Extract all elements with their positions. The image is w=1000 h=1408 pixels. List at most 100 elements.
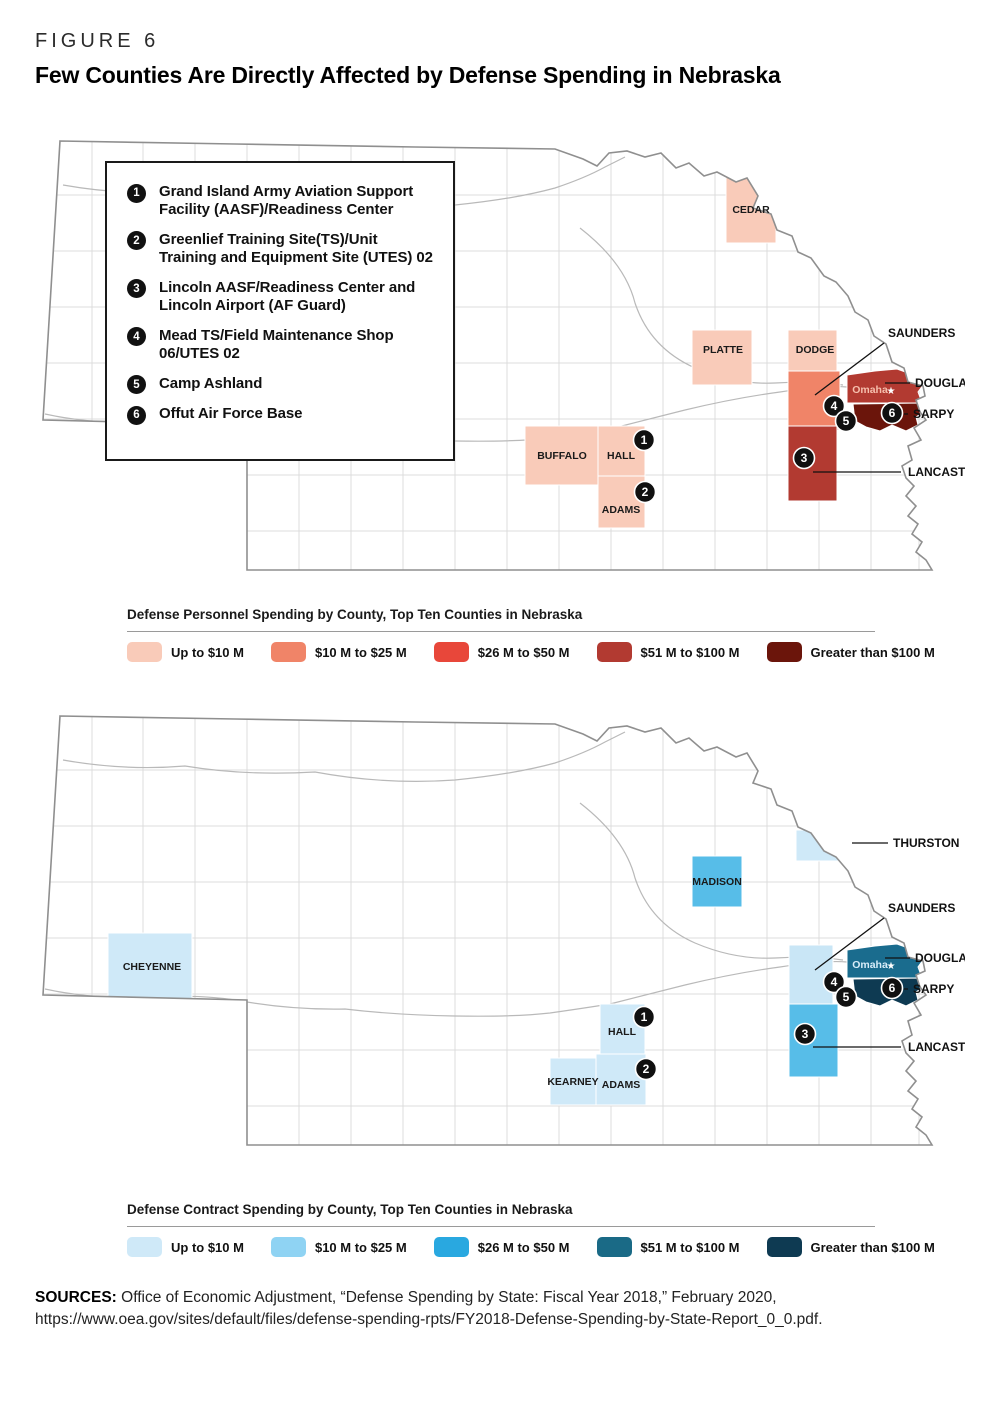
facility-item: 3 Lincoln AASF/Readiness Center and Linc… (127, 279, 439, 316)
callout-label-saunders: SAUNDERS (888, 901, 955, 915)
legend-swatch (596, 642, 632, 662)
facility-label: Greenlief Training Site(TS)/Unit Trainin… (159, 230, 433, 267)
county-shape-madison (691, 855, 743, 908)
legend-swatch (433, 1237, 469, 1257)
facility-item: 4 Mead TS/Field Maintenance Shop 06/UTES… (127, 327, 439, 364)
facility-marker-1 (632, 428, 656, 452)
facility-marker-4 (822, 394, 846, 418)
omaha-label: Omaha (852, 959, 888, 971)
county-label-adams: ADAMS (602, 504, 641, 516)
facility-number-badge: 6 (127, 405, 146, 425)
highlighted-counties (524, 169, 926, 529)
callout-label-sarpy: SARPY (913, 407, 954, 421)
legend-swatch (766, 642, 802, 662)
omaha-star-icon: ★ (887, 961, 896, 972)
county-label-buffalo: BUFFALO (537, 450, 587, 462)
county-shape-thurston (795, 829, 851, 862)
facility-label: Lincoln AASF/Readiness Center and Lincol… (159, 278, 416, 315)
county-label-kearney: KEARNEY (547, 1076, 598, 1088)
contract-legend: Defense Contract Spending by County, Top… (127, 1202, 935, 1257)
facility-label: Offut Air Force Base (159, 405, 303, 422)
callout-label-lancaster: LANCASTER (908, 465, 965, 479)
legend-label: Up to $10 M (171, 1239, 244, 1255)
county-label-cedar: CEDAR (732, 204, 770, 216)
facility-marker-number-2: 2 (642, 485, 649, 499)
facility-item: 1 Grand Island Army Aviation Support Fac… (127, 183, 439, 220)
legend-swatch (433, 642, 469, 662)
figure-title: Few Counties Are Directly Affected by De… (35, 62, 781, 88)
legend-swatch (766, 1237, 802, 1257)
facility-marker-4 (822, 970, 846, 994)
personnel-map-section: CEDAR PLATTE DODGE BUFFALO HALL ADAMS SAUNDERS… (35, 133, 965, 593)
facility-label: Grand Island Army Aviation Support Facil… (159, 183, 414, 219)
sources-note: SOURCES: Office of Economic Adjustment, … (35, 1287, 965, 1332)
facility-item: 6 Offut Air Force Base (127, 405, 439, 425)
omaha-label: Omaha (852, 384, 888, 396)
state-outline (42, 140, 934, 571)
legend-label: $51 M to $100 M (640, 1239, 740, 1255)
county-label-dodge: DODGE (796, 344, 835, 356)
legend-item: $26 M to $50 M (433, 1237, 570, 1257)
county-label-adams: ADAMS (602, 1079, 641, 1091)
callout-label-saunders: SAUNDERS (888, 326, 955, 340)
facility-marker-number-4: 4 (831, 399, 838, 413)
contract-map-canvas: CHEYENNE MADISON KEARNEY HALL ADAMS THURSTON S… (35, 708, 965, 1168)
county-shape-platte (691, 329, 753, 386)
legend-label: $26 M to $50 M (477, 1239, 570, 1255)
figure-label: FIGURE 6 (35, 30, 160, 52)
omaha-star-icon: ★ (887, 386, 896, 397)
facility-marker-number-5: 5 (843, 990, 850, 1004)
nebraska-map-svg: CHEYENNE MADISON KEARNEY HALL ADAMS THURSTON S… (42, 715, 965, 1146)
facility-marker-2 (633, 480, 657, 504)
legend-item: Greater than $100 M (766, 642, 935, 662)
facility-marker-number-1: 1 (641, 433, 648, 447)
legend-swatch (270, 642, 306, 662)
legend-label: Greater than $100 M (810, 1239, 935, 1255)
legend-label: $10 M to $25 M (314, 644, 407, 660)
personnel-legend-title: Defense Personnel Spending by County, To… (127, 607, 583, 622)
facility-number-badge: 3 (127, 279, 146, 299)
facility-marker-6 (880, 976, 904, 1000)
legend-item: $51 M to $100 M (596, 1237, 740, 1257)
contract-legend-title: Defense Contract Spending by County, Top… (127, 1202, 573, 1217)
facility-marker-number-4: 4 (831, 975, 838, 989)
legend-swatch (127, 1237, 162, 1257)
sources-text: Office of Economic Adjustment, “Defense … (35, 1289, 823, 1329)
legend-item: $51 M to $100 M (596, 642, 740, 662)
legend-item: $26 M to $50 M (433, 642, 570, 662)
legend-item: $10 M to $25 M (270, 642, 407, 662)
facility-marker-5 (834, 409, 858, 433)
legend-label: Up to $10 M (171, 644, 244, 660)
legend-item: $10 M to $25 M (270, 1237, 407, 1257)
facility-marker-1 (632, 1005, 656, 1029)
facility-marker-3 (792, 446, 816, 470)
river-line (44, 960, 874, 1017)
facility-label: Camp Ashland (159, 374, 263, 392)
callout-label-sarpy: SARPY (913, 982, 954, 996)
county-label-hall: HALL (607, 450, 636, 462)
facility-marker-number-6: 6 (889, 981, 896, 995)
callout-line-saunders (814, 917, 885, 971)
county-label-hall: HALL (608, 1026, 637, 1038)
legend-item: Greater than $100 M (766, 1237, 935, 1257)
facility-label: Mead TS/Field Maintenance Shop 06/UTES 0… (159, 326, 394, 363)
river-line (62, 731, 626, 782)
facility-marker-3 (793, 1022, 817, 1046)
county-label-cheyenne: CHEYENNE (123, 961, 181, 973)
legend-divider (127, 1226, 875, 1227)
county-label-madison: MADISON (692, 876, 742, 888)
legend-label: Greater than $100 M (810, 644, 935, 660)
county-shape-douglas (846, 368, 924, 404)
callout-line-saunders (814, 342, 885, 396)
facility-number-badge: 1 (127, 183, 146, 203)
contract-legend-row: Up to $10 M $10 M to $25 M $26 M to $50 … (127, 1237, 935, 1257)
legend-divider (127, 631, 875, 632)
personnel-legend-row: Up to $10 M $10 M to $25 M $26 M to $50 … (127, 642, 935, 662)
facility-marker-5 (834, 985, 858, 1009)
facility-marker-number-2: 2 (643, 1062, 650, 1076)
personnel-legend: Defense Personnel Spending by County, To… (127, 607, 935, 662)
highlighted-counties (107, 829, 926, 1106)
